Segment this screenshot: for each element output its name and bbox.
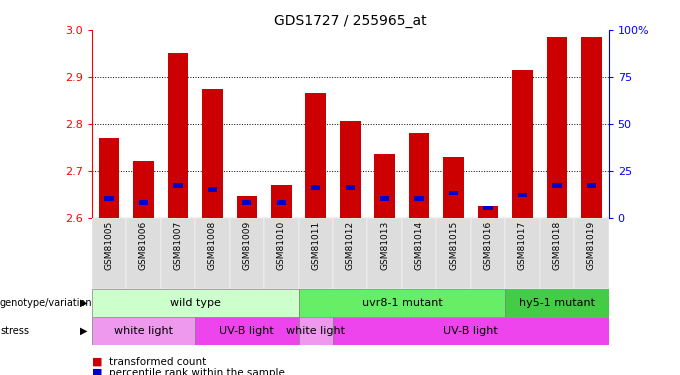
Text: ▶: ▶	[80, 326, 88, 336]
Bar	[374, 154, 395, 218]
Bar	[505, 217, 540, 289]
Bar	[449, 191, 458, 195]
Bar	[299, 217, 333, 289]
Bar	[277, 200, 286, 205]
Text: GSM81008: GSM81008	[208, 221, 217, 270]
Text: UV-B light: UV-B light	[443, 326, 498, 336]
Text: wild type: wild type	[170, 298, 220, 308]
Bar	[402, 217, 437, 289]
Bar	[517, 193, 527, 197]
Text: uvr8-1 mutant: uvr8-1 mutant	[362, 298, 442, 308]
Bar	[471, 217, 505, 289]
Text: GSM81015: GSM81015	[449, 221, 458, 270]
Bar	[340, 122, 360, 218]
Bar	[299, 317, 333, 345]
Bar	[437, 217, 471, 289]
Bar	[483, 206, 493, 210]
Bar	[237, 196, 257, 217]
Bar	[540, 217, 574, 289]
Bar	[505, 289, 609, 317]
Title: GDS1727 / 255965_at: GDS1727 / 255965_at	[274, 13, 426, 28]
Bar	[139, 200, 148, 205]
Text: ▶: ▶	[80, 298, 88, 308]
Text: UV-B light: UV-B light	[220, 326, 274, 336]
Text: GSM81016: GSM81016	[483, 221, 492, 270]
Text: GSM81014: GSM81014	[415, 221, 424, 270]
Bar	[299, 289, 505, 317]
Bar	[242, 200, 252, 205]
Text: ■: ■	[92, 357, 102, 367]
Bar	[305, 93, 326, 218]
Text: GSM81017: GSM81017	[518, 221, 527, 270]
Bar	[333, 217, 367, 289]
Text: hy5-1 mutant: hy5-1 mutant	[519, 298, 595, 308]
Bar	[311, 185, 320, 190]
Bar	[195, 217, 230, 289]
Text: stress: stress	[0, 326, 29, 336]
Bar	[409, 133, 430, 218]
Bar	[574, 217, 609, 289]
Text: GSM81011: GSM81011	[311, 221, 320, 270]
Bar	[512, 70, 533, 217]
Text: GSM81006: GSM81006	[139, 221, 148, 270]
Bar	[477, 206, 498, 218]
Text: percentile rank within the sample: percentile rank within the sample	[109, 368, 285, 375]
Text: white light: white light	[286, 326, 345, 336]
Bar	[195, 317, 299, 345]
Bar	[587, 183, 596, 188]
Bar	[167, 53, 188, 217]
Bar	[92, 289, 299, 317]
Text: GSM81019: GSM81019	[587, 221, 596, 270]
Bar	[367, 217, 402, 289]
Text: GSM81010: GSM81010	[277, 221, 286, 270]
Bar	[345, 185, 355, 190]
Text: transformed count: transformed count	[109, 357, 206, 367]
Text: GSM81005: GSM81005	[105, 221, 114, 270]
Bar	[547, 37, 567, 218]
Bar	[160, 217, 195, 289]
Bar	[133, 161, 154, 218]
Text: GSM81013: GSM81013	[380, 221, 389, 270]
Bar	[202, 88, 223, 218]
Text: GSM81012: GSM81012	[345, 221, 355, 270]
Bar	[173, 183, 183, 188]
Text: GSM81009: GSM81009	[242, 221, 252, 270]
Text: ■: ■	[92, 368, 102, 375]
Text: GSM81018: GSM81018	[552, 221, 562, 270]
Bar	[230, 217, 264, 289]
Bar	[581, 37, 602, 218]
Bar	[99, 138, 120, 218]
Bar	[552, 183, 562, 188]
Text: GSM81007: GSM81007	[173, 221, 182, 270]
Text: genotype/variation: genotype/variation	[0, 298, 92, 308]
Bar	[414, 196, 424, 201]
Bar	[126, 217, 160, 289]
Bar	[207, 187, 217, 192]
Bar	[333, 317, 609, 345]
Bar	[92, 217, 126, 289]
Bar	[380, 196, 390, 201]
Bar	[92, 317, 195, 345]
Bar	[443, 157, 464, 218]
Text: white light: white light	[114, 326, 173, 336]
Bar	[104, 196, 114, 201]
Bar	[271, 185, 292, 218]
Bar	[264, 217, 299, 289]
